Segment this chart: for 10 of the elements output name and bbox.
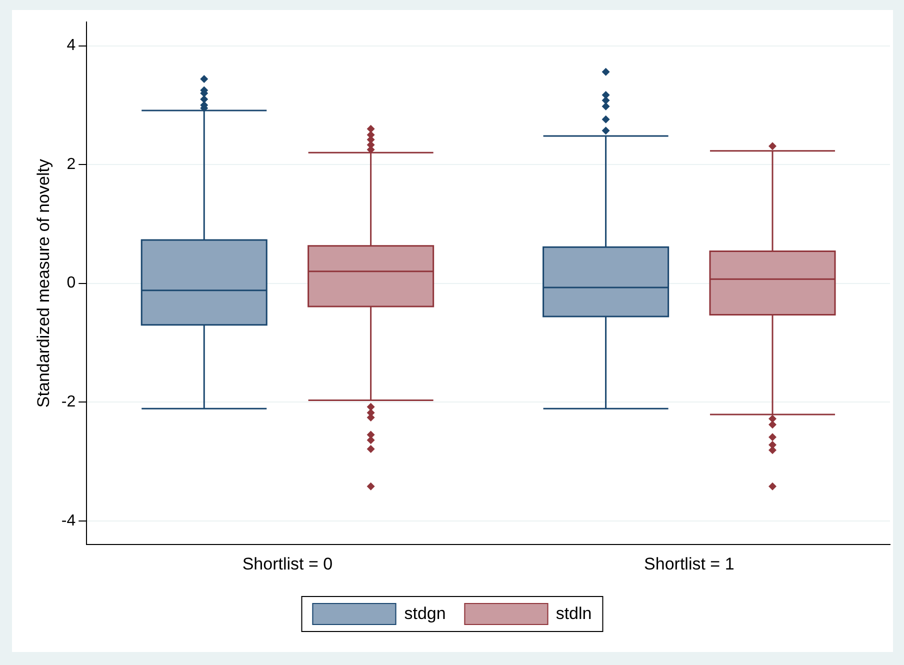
y-tick-label: 4 <box>66 37 76 54</box>
y-tick-label: 0 <box>66 274 76 292</box>
y-tick-label: -4 <box>61 512 76 530</box>
y-tick-label: -2 <box>61 393 76 410</box>
x-tick-label: Shortlist = 1 <box>644 554 734 574</box>
x-tick-label: Shortlist = 0 <box>242 554 333 574</box>
y-axis-title: Standardized measure of novelty <box>34 158 53 408</box>
y-tick-label: 2 <box>66 156 76 173</box>
legend-label: stdln <box>556 604 592 624</box>
legend-label: stdgn <box>404 604 446 624</box>
